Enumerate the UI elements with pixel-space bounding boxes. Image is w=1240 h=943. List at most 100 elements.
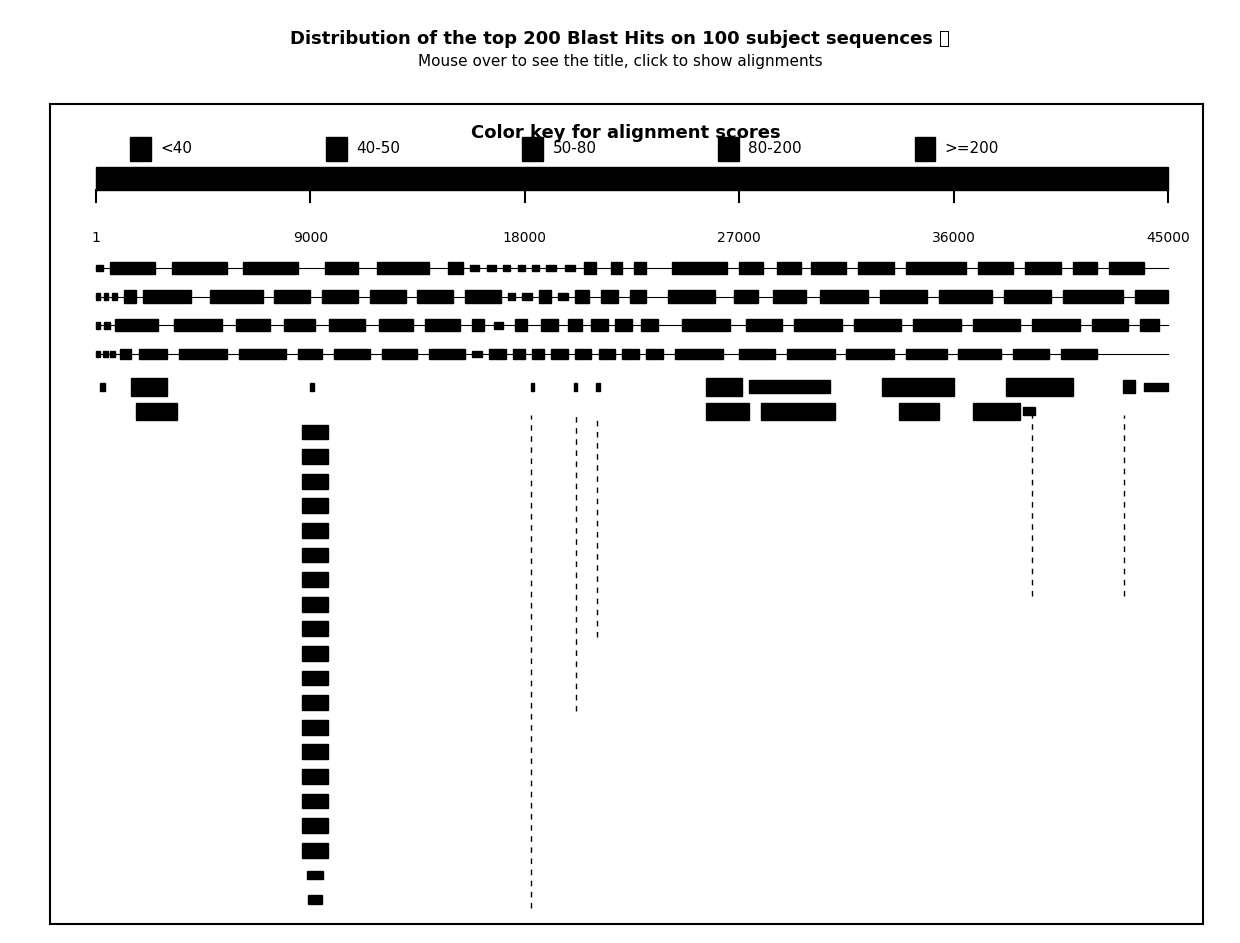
Bar: [1140, 319, 1158, 331]
Bar: [880, 290, 928, 304]
Bar: [303, 670, 327, 686]
Bar: [494, 322, 503, 328]
Bar: [1064, 290, 1123, 304]
Text: >=200: >=200: [945, 141, 999, 157]
Bar: [522, 137, 543, 161]
Bar: [599, 349, 615, 359]
Bar: [517, 265, 525, 271]
Bar: [1006, 378, 1073, 396]
Bar: [131, 378, 167, 396]
Bar: [899, 404, 940, 420]
Bar: [303, 548, 327, 562]
Text: Mouse over to see the title, click to show alignments: Mouse over to see the title, click to sh…: [418, 54, 822, 69]
Bar: [1025, 261, 1061, 274]
Bar: [239, 349, 286, 359]
Bar: [913, 319, 961, 331]
Bar: [675, 349, 723, 359]
Bar: [110, 261, 155, 274]
Bar: [139, 349, 167, 359]
Text: 9000: 9000: [293, 231, 327, 245]
Bar: [303, 695, 327, 710]
Bar: [1033, 319, 1080, 331]
Bar: [718, 137, 739, 161]
Bar: [103, 352, 108, 356]
Bar: [175, 319, 222, 331]
Text: Distribution of the top 200 Blast Hits on 100 subject sequences ⓘ: Distribution of the top 200 Blast Hits o…: [290, 30, 950, 48]
Bar: [303, 424, 327, 439]
Bar: [777, 261, 801, 274]
Bar: [379, 319, 413, 331]
Bar: [853, 319, 901, 331]
Bar: [172, 261, 227, 274]
Bar: [749, 380, 830, 393]
Text: 18000: 18000: [502, 231, 547, 245]
Text: 45000: 45000: [1146, 231, 1190, 245]
Bar: [847, 349, 894, 359]
Bar: [739, 261, 763, 274]
Bar: [303, 794, 327, 808]
Bar: [303, 523, 327, 538]
Bar: [787, 349, 835, 359]
Text: 27000: 27000: [717, 231, 761, 245]
Bar: [1003, 290, 1052, 304]
Bar: [303, 646, 327, 661]
Bar: [575, 349, 591, 359]
Bar: [119, 349, 131, 359]
Bar: [303, 449, 327, 464]
Bar: [210, 290, 263, 304]
Bar: [110, 352, 115, 356]
Bar: [584, 261, 596, 274]
Bar: [508, 293, 515, 300]
Bar: [113, 293, 117, 300]
Bar: [465, 290, 501, 304]
Bar: [734, 290, 759, 304]
Bar: [610, 261, 622, 274]
Bar: [591, 319, 608, 331]
Bar: [104, 293, 108, 300]
Bar: [1135, 290, 1168, 304]
Bar: [303, 744, 327, 759]
Bar: [303, 473, 327, 488]
Bar: [95, 293, 100, 300]
Bar: [1145, 383, 1168, 390]
Bar: [303, 843, 327, 858]
Bar: [739, 349, 775, 359]
Bar: [596, 383, 600, 390]
Bar: [303, 572, 327, 587]
Bar: [601, 290, 618, 304]
Bar: [515, 319, 527, 331]
Bar: [299, 349, 322, 359]
Bar: [308, 896, 322, 903]
Bar: [558, 293, 568, 300]
Bar: [489, 349, 506, 359]
Bar: [124, 290, 136, 304]
Bar: [667, 290, 715, 304]
Bar: [746, 319, 782, 331]
Bar: [370, 290, 405, 304]
Bar: [237, 319, 269, 331]
Bar: [303, 720, 327, 735]
Text: 40-50: 40-50: [356, 141, 401, 157]
Text: 50-80: 50-80: [552, 141, 596, 157]
Bar: [641, 319, 658, 331]
Bar: [104, 322, 110, 328]
Bar: [858, 261, 894, 274]
Bar: [449, 261, 463, 274]
Bar: [284, 319, 315, 331]
Bar: [575, 290, 589, 304]
Bar: [330, 319, 365, 331]
Bar: [622, 349, 639, 359]
Bar: [882, 378, 954, 396]
Bar: [906, 349, 946, 359]
Bar: [565, 265, 575, 271]
Bar: [546, 265, 556, 271]
Bar: [100, 383, 104, 390]
Bar: [940, 290, 992, 304]
Bar: [136, 404, 177, 420]
Bar: [672, 261, 728, 274]
Bar: [382, 349, 418, 359]
Bar: [303, 621, 327, 637]
Bar: [811, 261, 847, 274]
Bar: [377, 261, 429, 274]
Bar: [635, 261, 646, 274]
